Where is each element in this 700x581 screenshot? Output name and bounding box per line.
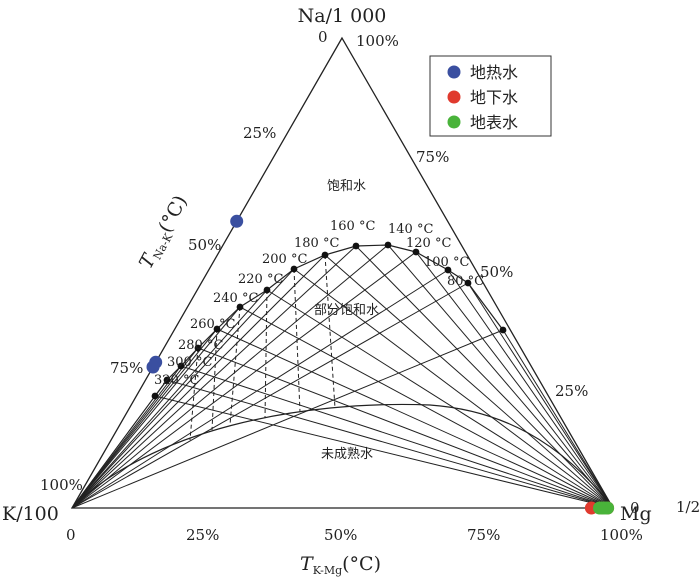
left-tick: 75%: [110, 359, 143, 377]
bottom-tick: 50%: [324, 526, 357, 544]
dashed-line: [324, 254, 336, 409]
legend-label: 地热水: [470, 63, 518, 82]
left-tick: 50%: [188, 236, 221, 254]
dashed-line: [293, 268, 301, 413]
triangle-frame: [70, 36, 615, 509]
right-tick: 50%: [480, 263, 513, 281]
data-point: [146, 360, 160, 374]
vertex-right-sup: 1/2: [676, 498, 700, 516]
region-immature: 未成熟水: [321, 446, 373, 462]
temp-label: 180 °C: [294, 236, 339, 251]
temp-label: 220 °C: [238, 272, 283, 287]
equilibrium-dot: [444, 266, 452, 274]
temp-label: 140 °C: [388, 222, 433, 237]
equilibrium-dot: [213, 325, 221, 333]
right-tick: 25%: [555, 382, 588, 400]
immature-boundary: [71, 403, 614, 509]
right-tick: 0: [318, 28, 328, 46]
tk-mg-line: [166, 379, 614, 509]
tk-mg-line: [415, 251, 614, 509]
equilibrium-dot: [352, 242, 360, 250]
temp-label: 100 °C: [424, 255, 469, 270]
tna-k-line: [71, 244, 389, 509]
temp-label: 280 °C: [178, 338, 223, 353]
dashed-line: [211, 328, 218, 431]
tk-mg-line: [180, 365, 614, 509]
tk-mg-line: [293, 268, 614, 509]
tk-mg-line: [239, 306, 614, 509]
equilibrium-dot: [464, 279, 472, 287]
equilibrium-dot: [151, 392, 159, 400]
triangle-outline: [70, 36, 615, 509]
tk-mg-line: [447, 269, 614, 509]
tna-k-line: [71, 329, 504, 509]
tk-mg-line: [266, 289, 614, 509]
k-mg-axis-label: TK-Mg(°C): [300, 553, 381, 577]
left-tick: 100%: [40, 476, 83, 494]
equilibrium-dot: [236, 303, 244, 311]
tk-mg-line: [467, 282, 614, 509]
bottom-tick: 25%: [186, 526, 219, 544]
tna-k-line: [71, 268, 295, 509]
legend-label: 地表水: [470, 113, 518, 132]
bottom-tick: 100%: [600, 526, 643, 544]
region-partial-equilibrium: 部分饱和水: [314, 303, 379, 318]
tk-mg-line: [355, 245, 614, 509]
equilibrium-dot: [163, 376, 171, 384]
equilibrium-dot: [194, 344, 202, 352]
right-tick: 100%: [356, 32, 399, 50]
temp-label: 320 °C: [154, 373, 199, 388]
data-point: [230, 214, 244, 228]
tna-k-line: [71, 269, 449, 509]
tk-mg-line: [216, 328, 614, 509]
equilibrium-dot: [290, 265, 298, 273]
region-full-equilibrium: 饱和水: [327, 179, 366, 194]
vertex-left-label: K/100: [2, 503, 59, 525]
equilibrium-dot: [412, 248, 420, 256]
data-point: [593, 501, 606, 515]
temp-label: 260 °C: [190, 317, 235, 332]
temp-label: 80 °C: [447, 274, 484, 289]
tk-mg-line: [154, 395, 614, 509]
tk-mg-line: [387, 244, 614, 509]
legend-marker: [447, 115, 461, 129]
data-points: [146, 214, 615, 515]
temp-label: 300 °C: [167, 355, 212, 370]
temp-label: 200 °C: [262, 252, 307, 267]
temp-label: 240 °C: [213, 291, 258, 306]
tk-mg-line: [502, 329, 614, 509]
bottom-tick: 75%: [467, 526, 500, 544]
tna-k-line: [71, 289, 268, 509]
legend-label: 地下水: [470, 88, 518, 107]
vertex-right-label: Mg: [620, 503, 652, 525]
right-tick: 0: [630, 499, 640, 517]
equilibrium-dot: [177, 362, 185, 370]
tk-mg-line: [197, 347, 614, 509]
right-tick: 75%: [416, 148, 449, 166]
temp-label: 160 °C: [330, 219, 375, 234]
temp-label: 120 °C: [406, 236, 451, 251]
tna-k-line: [71, 254, 326, 509]
legend-marker: [447, 90, 461, 104]
construction-lines: [71, 241, 614, 509]
equilibrium-dot: [384, 241, 392, 249]
dashed-line: [229, 306, 241, 426]
chart-labels: Na/1 000 K/100 Mg 1/2 25% 50% 75% 100% 0 100% 75% 5…: [2, 5, 700, 577]
dashed-line: [189, 347, 199, 441]
bottom-tick: 0: [66, 526, 76, 544]
vertex-top-label: Na/1 000: [298, 5, 387, 27]
dashed-line: [264, 289, 268, 419]
tna-k-line: [71, 328, 218, 509]
left-tick: 25%: [243, 124, 276, 142]
legend-marker: [447, 65, 461, 79]
tna-k-line: [71, 306, 241, 509]
equilibrium-dot: [263, 286, 271, 294]
equilibrium-dot: [499, 326, 507, 334]
tk-mg-line: [324, 254, 614, 509]
equilibrium-dot: [321, 251, 329, 259]
na-k-axis-label: TNa-K(°C): [135, 192, 194, 274]
